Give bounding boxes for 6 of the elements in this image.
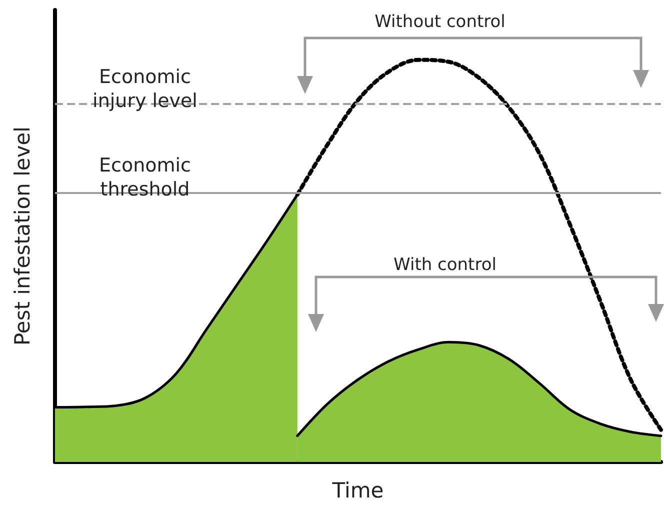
annotation: With control [394, 255, 496, 275]
ref-line-label: Economic injury level [92, 66, 198, 112]
text: Without control [374, 12, 506, 32]
x-axis-title: Time [331, 478, 384, 502]
ref-line-label: Economic threshold [99, 154, 191, 201]
y-axis-title: Pest infestation level [10, 126, 34, 346]
